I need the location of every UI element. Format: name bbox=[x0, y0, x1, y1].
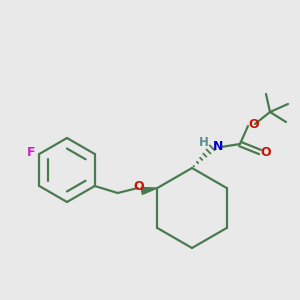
Text: H: H bbox=[199, 136, 209, 148]
Text: F: F bbox=[27, 146, 35, 160]
Polygon shape bbox=[141, 188, 158, 194]
Text: O: O bbox=[261, 146, 271, 160]
Text: O: O bbox=[249, 118, 259, 131]
Text: N: N bbox=[213, 140, 223, 154]
Text: O: O bbox=[134, 181, 144, 194]
